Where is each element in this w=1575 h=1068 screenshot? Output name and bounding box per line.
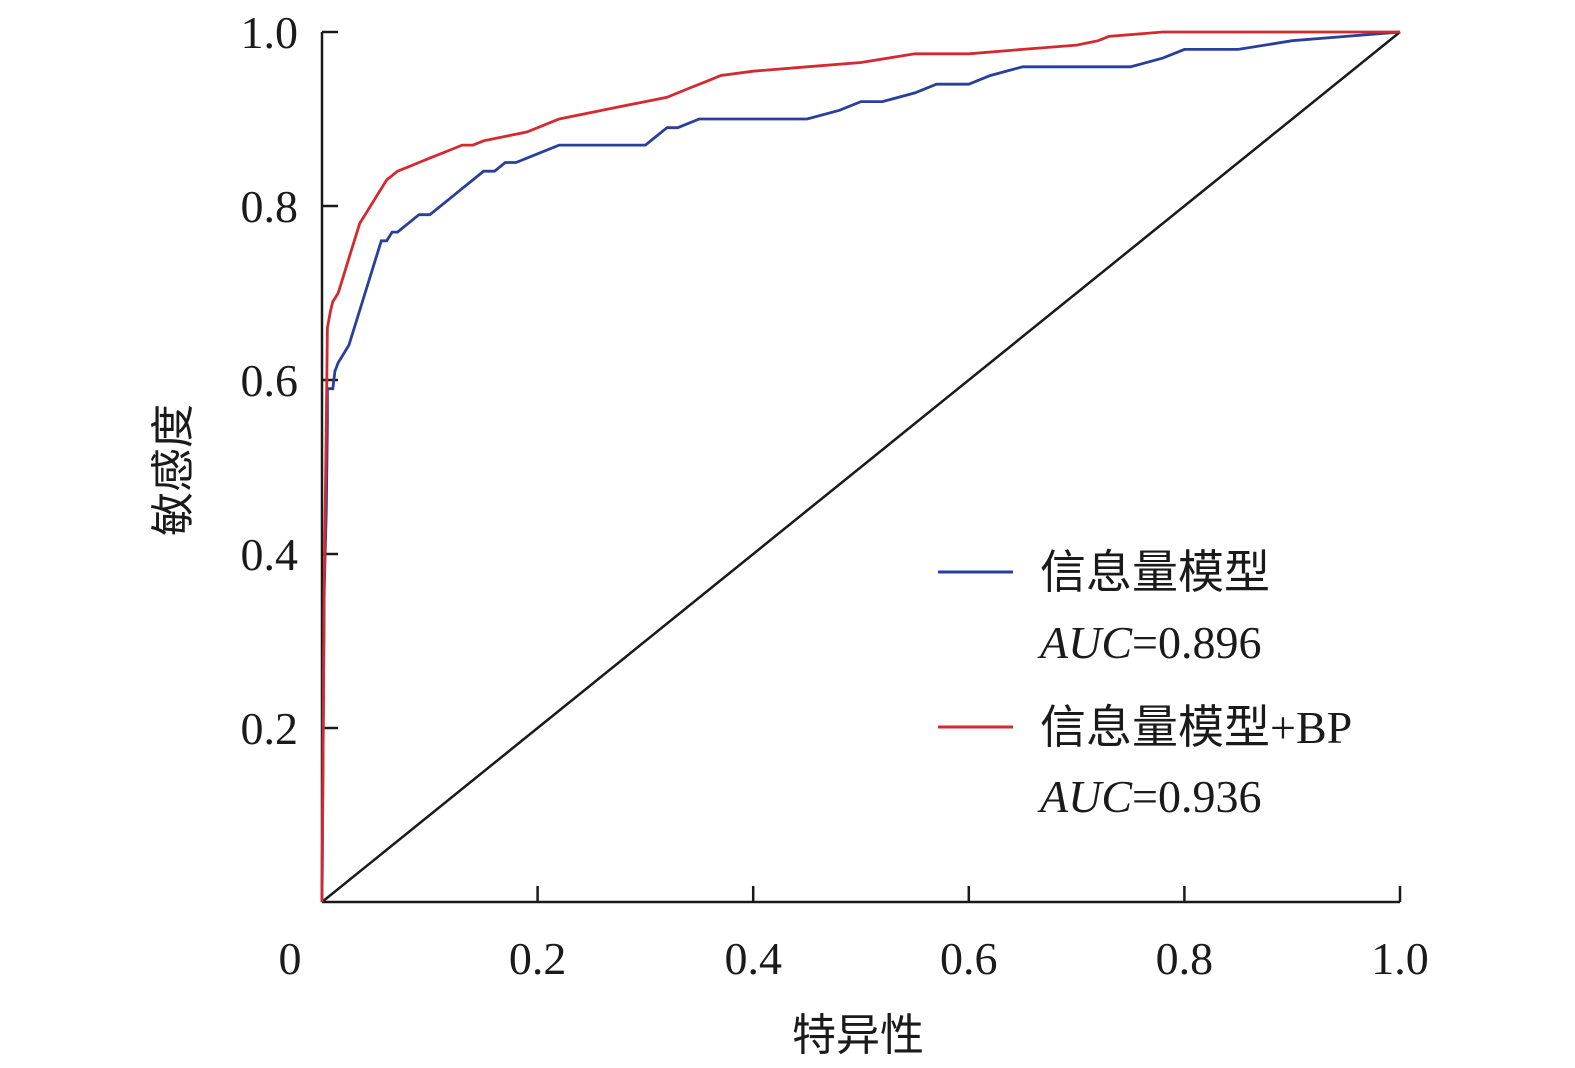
x-axis-title: 特异性 [792,1010,924,1061]
legend-auc-info-model-bp: AUC=0.936 [1037,771,1261,822]
reference-diagonal-line [321,31,1401,903]
roc-line-info-model-bp [320,30,1400,903]
x-tick-label: 0 [279,933,302,984]
auc-value-info-model-bp: =0.936 [1132,771,1261,822]
x-tick-label: 0.2 [509,933,567,984]
y-axis-title: 敏感度 [148,404,199,536]
auc-label-info-model-bp: AUC [1037,771,1133,822]
legend: 信息量模型 AUC=0.896 信息量模型+BP AUC=0.936 [938,547,1352,822]
legend-label-info-model: 信息量模型 [1040,547,1270,598]
series-lines [320,30,1401,903]
y-tick-label: 0.4 [241,529,299,580]
auc-value-info-model: =0.896 [1132,617,1261,668]
roc-line-info-model [320,30,1401,903]
auc-label-info-model: AUC [1037,617,1133,668]
y-tick-label: 0.8 [241,181,299,232]
x-tick-label: 0.6 [940,933,998,984]
x-tick-label: 1.0 [1371,933,1429,984]
x-tick-label: 0.4 [724,933,782,984]
x-tick-label: 0.8 [1156,933,1214,984]
y-tick-label: 0.2 [241,703,299,754]
y-tick-label: 0.6 [241,355,299,406]
y-tick-label: 1.0 [241,7,299,58]
legend-label-info-model-bp: 信息量模型+BP [1040,702,1352,753]
legend-auc-info-model: AUC=0.896 [1037,617,1261,668]
axes: 0 0.2 0.4 0.6 0.8 1.0 0.2 0.4 0.6 0.8 1.0 [241,7,1429,984]
